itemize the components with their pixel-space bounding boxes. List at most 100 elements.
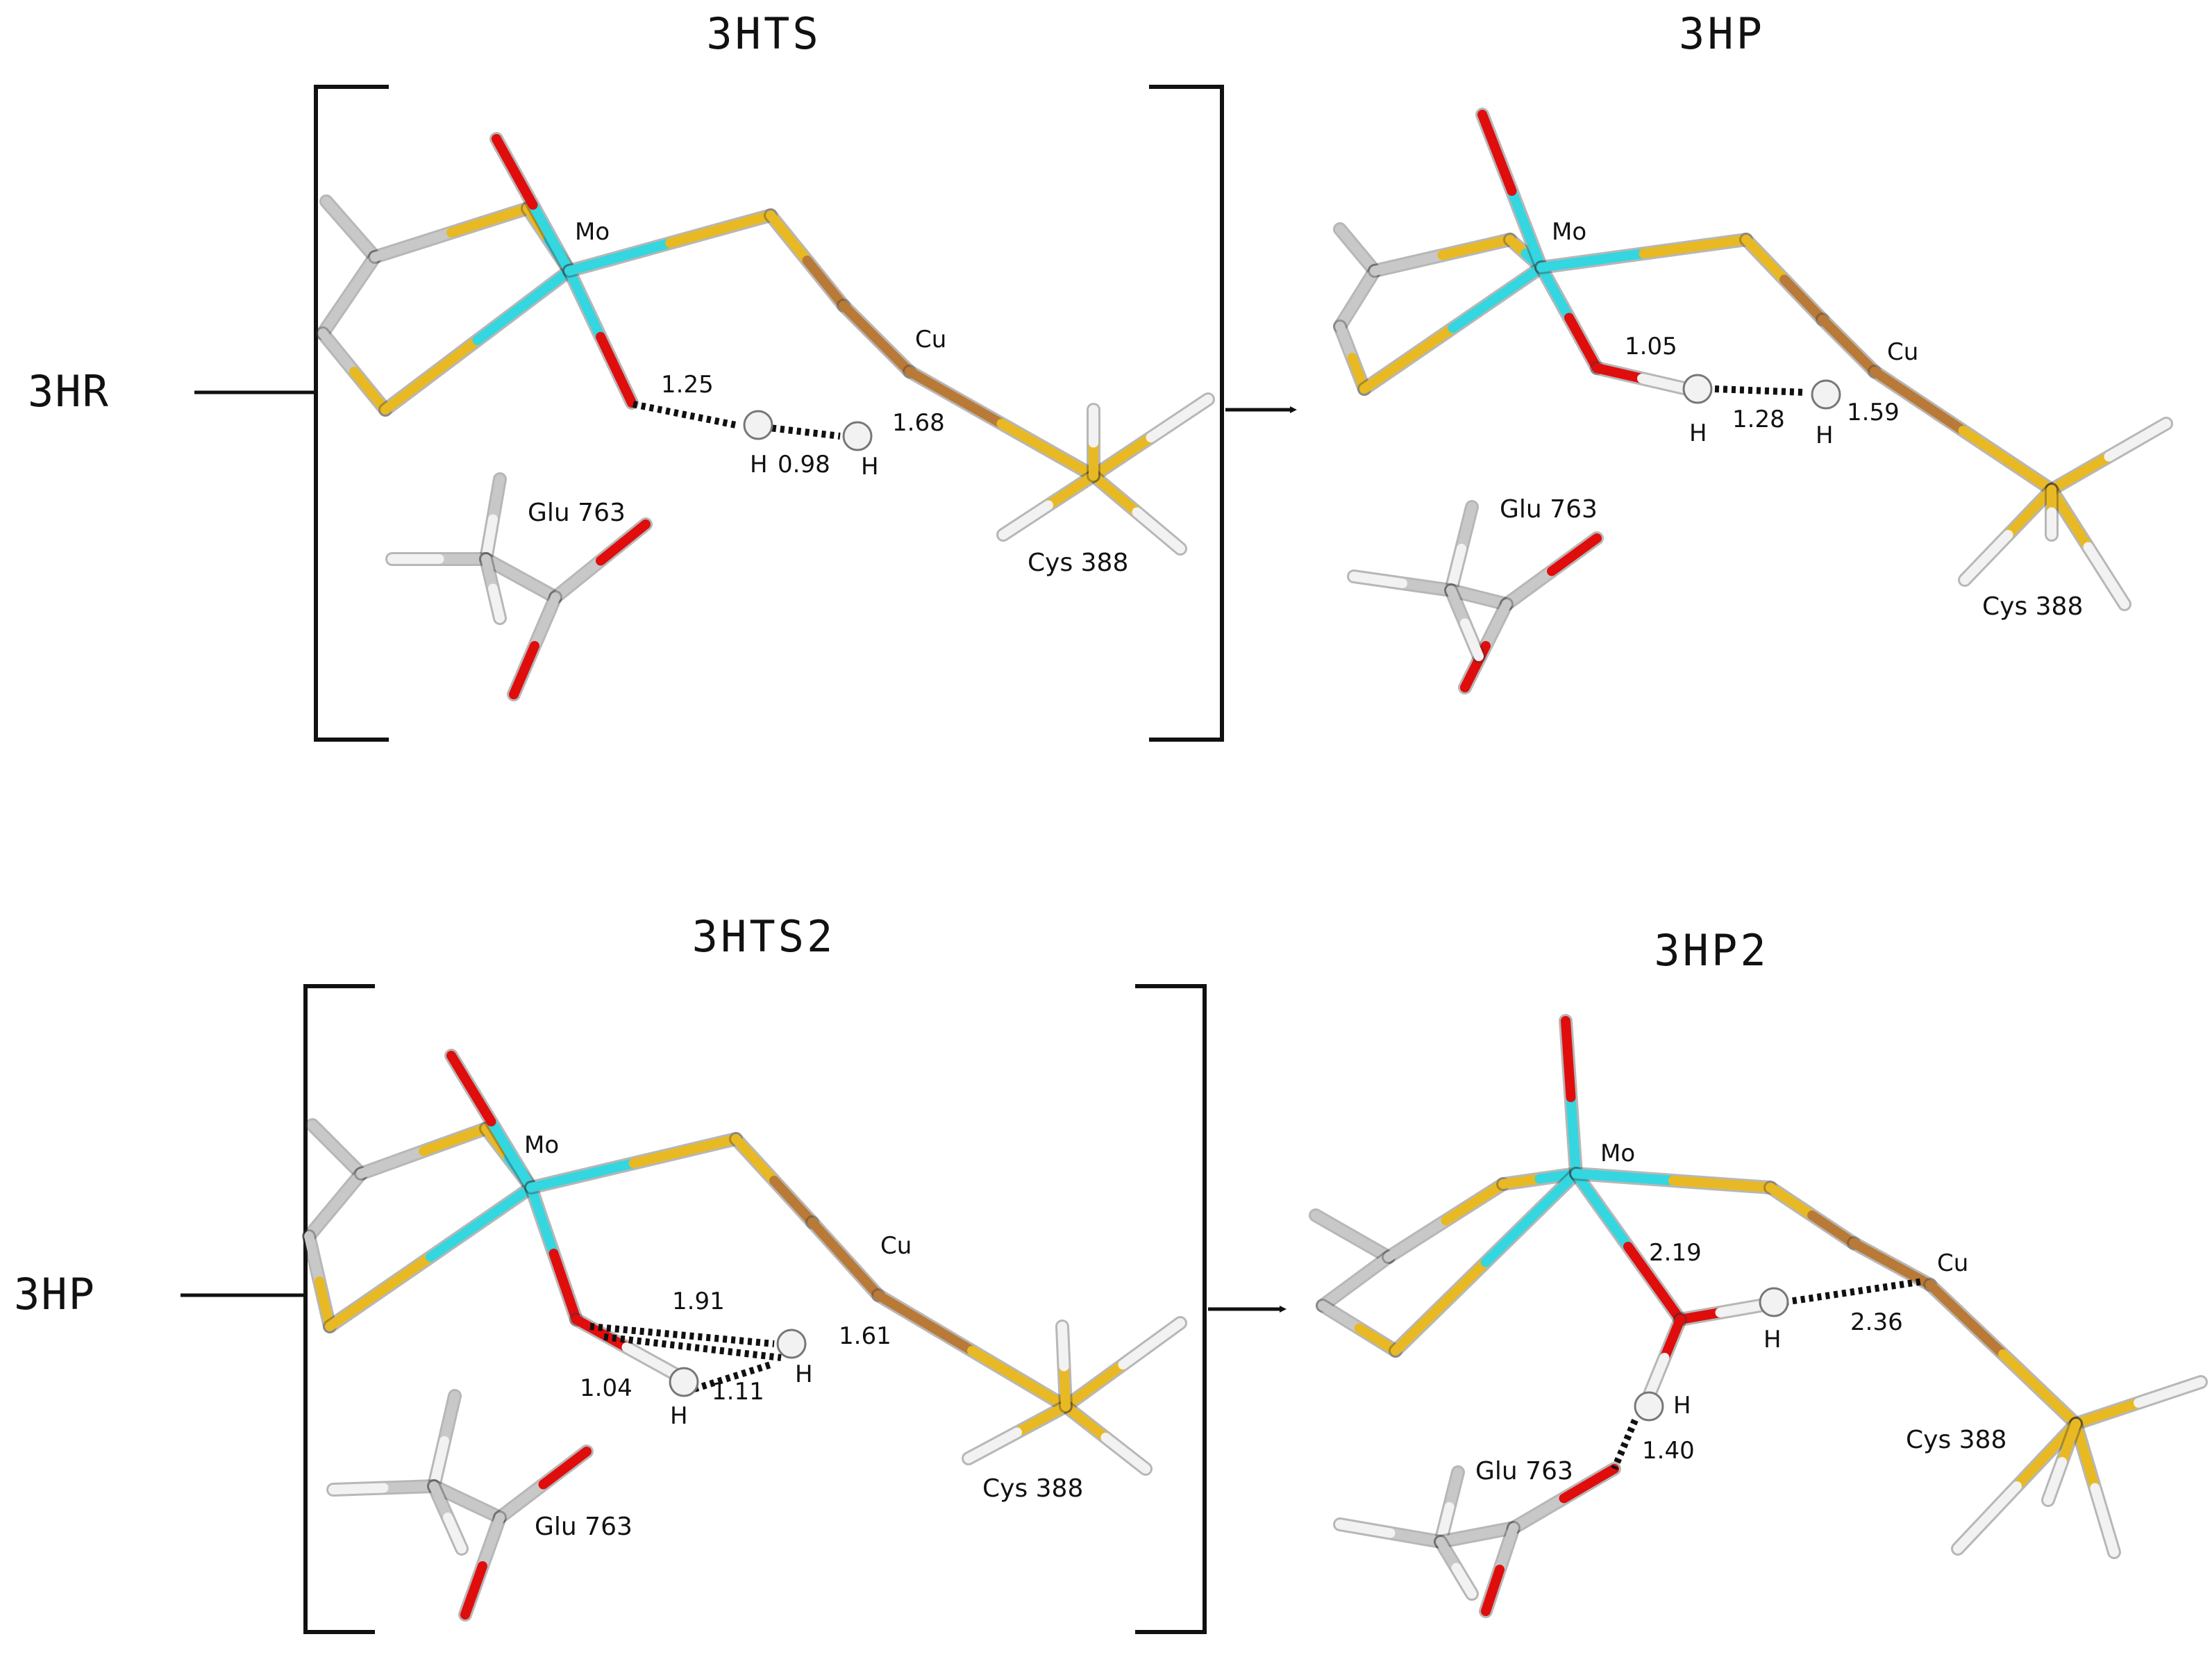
bracket-left-bottom — [303, 984, 375, 1634]
bond-copper — [1887, 1259, 1935, 1290]
residue-label-cys: Cys 388 — [1906, 1426, 2006, 1454]
bond-mo — [1536, 263, 1574, 323]
bond-sulfur — [731, 1134, 779, 1185]
bond-oxygen — [509, 641, 539, 699]
hydrogen-atom — [1759, 1287, 1789, 1317]
bond-carbon — [1335, 322, 1357, 363]
bond-carbon — [478, 1513, 505, 1571]
bond-oxygen — [596, 519, 651, 566]
bond-sulfur — [1012, 1401, 1071, 1438]
bond-mo — [1566, 1092, 1581, 1179]
bond-hydrogen — [429, 1436, 449, 1491]
bond-sulfur — [1639, 235, 1751, 258]
bracket-right-bottom — [1135, 984, 1207, 1634]
atom-label-h: H — [750, 451, 768, 478]
bond-sulfur — [1089, 433, 1156, 481]
bond-carbon — [1335, 294, 1362, 331]
bond-carbon — [1318, 1301, 1364, 1333]
bond-hydrogen — [2090, 1483, 2119, 1557]
bond-sulfur — [967, 1346, 1071, 1411]
bond-copper — [871, 333, 914, 376]
panel-title-3hp2: 3HP2 — [1654, 925, 1768, 976]
residue-label-cys: Cys 388 — [1028, 549, 1128, 577]
bond-sulfur — [2003, 485, 2056, 540]
bond-carbon — [1457, 502, 1477, 553]
bond-sulfur — [2047, 485, 2093, 552]
bond-sulfur — [446, 203, 533, 238]
bond-oxygen — [460, 1561, 487, 1620]
bond-mo — [526, 1183, 559, 1258]
bond-carbon — [1436, 1537, 1461, 1573]
structure-3hp2 — [1309, 1014, 2208, 1618]
hydrogen-bond — [763, 424, 841, 440]
atom-label-cu: Cu — [1937, 1249, 1968, 1277]
hydrogen-bond — [1784, 1278, 1924, 1306]
residue-label-glu: Glu 763 — [1475, 1457, 1573, 1485]
bond-copper — [1925, 1280, 2008, 1359]
bond-hydrogen — [1637, 374, 1692, 394]
bond-mo — [1507, 186, 1546, 272]
bond-hydrogen — [964, 1427, 1022, 1463]
atom-label-h: H — [1689, 419, 1707, 447]
bond-carbon — [346, 224, 380, 262]
bond-carbon — [1502, 566, 1557, 609]
bond-copper — [769, 1176, 817, 1227]
distance-o-h: 1.05 — [1625, 333, 1677, 360]
distance-h-h: 1.28 — [1732, 406, 1785, 433]
bond-sulfur — [996, 419, 1098, 481]
reactant-label-3hr: 3HR — [28, 366, 110, 417]
bond-carbon — [318, 328, 359, 376]
bond-sulfur — [1766, 1183, 1817, 1220]
distance-h-cu: 1.68 — [892, 409, 945, 437]
atom-label-h: H — [795, 1360, 813, 1388]
bond-oxygen — [1675, 1308, 1725, 1324]
bond-sulfur — [1359, 323, 1458, 394]
hydrogen-atom — [776, 1329, 807, 1359]
atom-label-h: H — [670, 1402, 688, 1430]
atom-label-h: H — [1763, 1326, 1782, 1354]
bond-oxygen — [1559, 1464, 1619, 1504]
bond-oxygen — [1547, 533, 1602, 576]
bond-carbon — [321, 197, 355, 234]
bond-hydrogen — [621, 1342, 682, 1380]
bond-carbon — [378, 1481, 439, 1493]
structure-3hp — [1333, 108, 2173, 694]
bond-carbon — [1370, 250, 1448, 276]
bond-mo — [1536, 249, 1649, 272]
bond-mo — [528, 200, 574, 276]
bond-sulfur — [1059, 1361, 1071, 1411]
panel-title-3hts2: 3HTS2 — [692, 911, 836, 962]
bond-hydrogen — [2083, 542, 2129, 609]
bond-sulfur — [1347, 353, 1369, 394]
bond-carbon — [356, 1146, 428, 1179]
bond-copper — [1818, 315, 1854, 351]
bond-sulfur — [419, 1124, 491, 1156]
bond-hydrogen — [1335, 1520, 1396, 1538]
bond-sulfur — [1498, 1174, 1545, 1189]
distance-o-h2: 1.91 — [672, 1288, 725, 1315]
bond-copper — [1849, 1238, 1897, 1269]
bond-carbon — [488, 474, 505, 524]
bond-carbon — [344, 252, 380, 300]
bond-carbon — [318, 290, 354, 338]
bond-carbon — [481, 554, 526, 583]
distance-mo-o: 2.19 — [1649, 1239, 1702, 1267]
atom-label-cu: Cu — [880, 1232, 912, 1260]
atom-label-mo: Mo — [575, 218, 610, 246]
distance-o-h1: 1.04 — [580, 1374, 632, 1402]
bond-hydrogen — [2043, 1457, 2067, 1505]
bond-carbon — [1444, 1467, 1463, 1512]
distance-h-glu: 1.40 — [1642, 1437, 1695, 1465]
residue-label-cys: Cys 388 — [982, 1474, 1083, 1503]
bond-hydrogen — [2134, 1377, 2206, 1408]
bond-carbon — [495, 1479, 548, 1522]
residue-label-cys: Cys 388 — [1982, 592, 2083, 621]
bond-sulfur — [1958, 426, 2056, 494]
bond-carbon — [332, 1145, 366, 1179]
bond-carbon — [1347, 1231, 1393, 1262]
bond-copper — [840, 1254, 883, 1300]
bond-carbon — [481, 554, 498, 594]
bond-sulfur — [1061, 1360, 1128, 1411]
bond-sulfur — [1061, 1401, 1111, 1442]
bond-mo — [472, 266, 574, 345]
